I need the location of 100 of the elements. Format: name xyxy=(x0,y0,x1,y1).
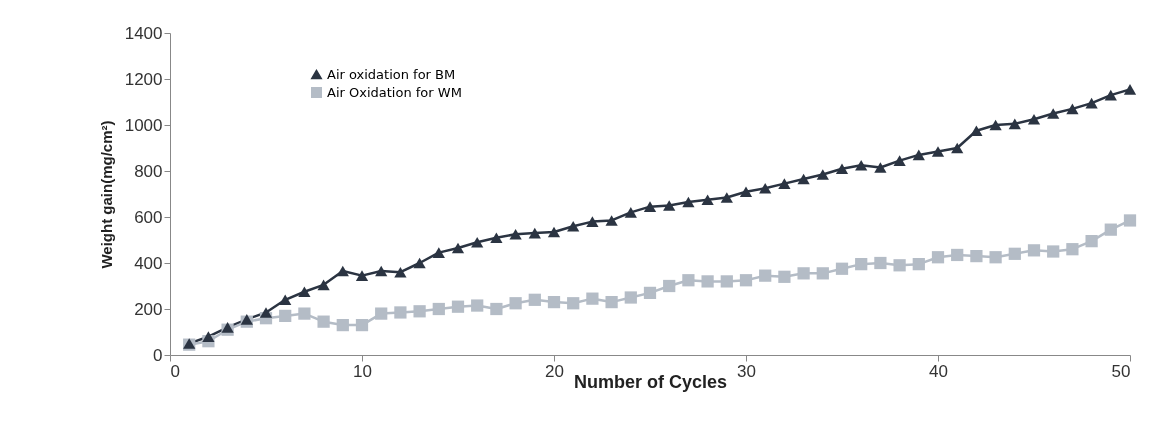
point xyxy=(259,307,273,318)
point xyxy=(375,265,388,277)
point xyxy=(682,196,695,208)
point xyxy=(778,178,791,189)
point xyxy=(1027,113,1041,125)
point xyxy=(509,297,522,310)
point xyxy=(1123,84,1137,95)
point xyxy=(567,220,580,232)
point xyxy=(298,307,311,320)
point xyxy=(797,173,810,185)
point xyxy=(509,228,522,240)
point xyxy=(720,275,733,288)
y-tick-label: 600 xyxy=(134,207,163,227)
point xyxy=(279,294,292,306)
x-axis-title: Number of Cycles xyxy=(573,371,728,392)
point xyxy=(586,292,599,305)
point xyxy=(912,149,925,161)
point xyxy=(490,302,503,316)
point xyxy=(547,226,561,238)
point xyxy=(413,305,426,318)
point xyxy=(355,270,369,281)
point xyxy=(336,265,349,277)
point xyxy=(1066,243,1079,256)
point xyxy=(893,155,906,166)
y-tick-label: 0 xyxy=(153,345,163,365)
point xyxy=(663,200,676,211)
point xyxy=(375,307,388,320)
point xyxy=(586,216,599,227)
point xyxy=(663,279,676,293)
point xyxy=(547,295,561,309)
point xyxy=(1085,235,1098,248)
point xyxy=(970,125,983,137)
point xyxy=(778,270,791,283)
point xyxy=(624,207,637,218)
point xyxy=(682,274,695,287)
point xyxy=(643,201,657,212)
point xyxy=(451,300,465,313)
point xyxy=(528,227,541,239)
point xyxy=(951,142,964,154)
point xyxy=(739,274,753,287)
point xyxy=(394,266,407,278)
point xyxy=(989,119,1002,131)
point xyxy=(1104,223,1117,236)
point xyxy=(432,247,445,258)
point xyxy=(1047,108,1060,119)
point xyxy=(624,291,637,304)
point xyxy=(701,194,714,206)
point xyxy=(317,279,330,291)
point xyxy=(567,297,580,310)
point xyxy=(643,286,657,300)
point xyxy=(1047,245,1060,258)
point xyxy=(951,248,964,262)
point xyxy=(1027,244,1041,257)
point xyxy=(701,275,714,288)
y-tick-label: 400 xyxy=(134,253,163,273)
point xyxy=(893,259,906,272)
point xyxy=(931,146,945,157)
x-tick-label: 30 xyxy=(737,361,756,381)
point xyxy=(931,251,945,264)
point xyxy=(298,286,311,298)
point xyxy=(471,299,484,312)
point xyxy=(816,267,829,280)
point xyxy=(855,159,868,171)
point xyxy=(1066,103,1079,115)
point xyxy=(605,215,618,226)
point xyxy=(912,258,925,271)
x-tick-label: 50 xyxy=(1111,361,1131,381)
point xyxy=(874,256,887,270)
point xyxy=(835,163,849,174)
point xyxy=(835,262,849,275)
point xyxy=(355,318,369,332)
point xyxy=(739,186,753,197)
y-axis-title: Weight gain(mg/cm²) xyxy=(97,120,115,269)
y-tick-label: 1200 xyxy=(124,69,163,89)
point xyxy=(605,295,618,309)
y-tick-label: 800 xyxy=(134,161,163,181)
point xyxy=(432,302,445,316)
y-tick-label: 1000 xyxy=(124,115,163,135)
point xyxy=(528,293,541,306)
point xyxy=(874,162,887,173)
point xyxy=(1008,247,1021,260)
legend-label: Air Oxidation for WM xyxy=(327,84,462,100)
point xyxy=(970,249,983,263)
point xyxy=(1123,214,1137,227)
point xyxy=(1085,97,1098,109)
x-tick-label: 0 xyxy=(170,361,180,381)
point xyxy=(759,182,772,194)
x-tick-label: 20 xyxy=(545,361,564,381)
point xyxy=(720,192,733,203)
legend-label: Air oxidation for BM xyxy=(327,66,456,82)
y-tick-label: 1400 xyxy=(124,23,163,43)
point xyxy=(336,318,349,332)
x-tick-label: 40 xyxy=(929,361,948,381)
point xyxy=(855,258,868,271)
point xyxy=(1008,118,1021,130)
x-tick-label: 10 xyxy=(353,361,372,381)
point xyxy=(759,269,772,282)
point xyxy=(317,315,330,328)
point xyxy=(816,169,829,180)
point xyxy=(413,257,426,269)
